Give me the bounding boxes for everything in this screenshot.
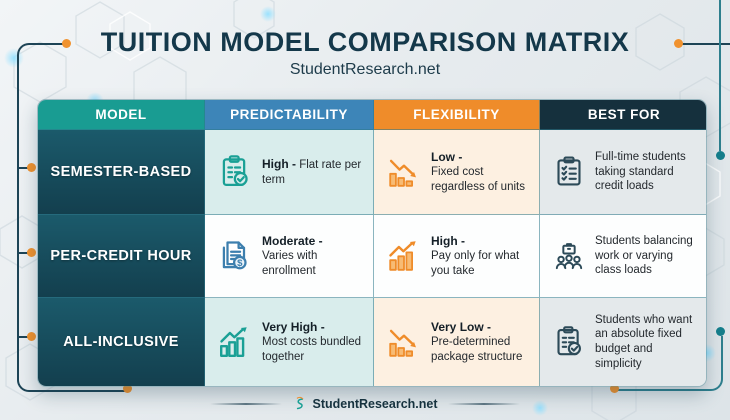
cell-text: High - Flat rate per term [262, 156, 362, 186]
brand-logo-icon [297, 396, 304, 410]
orange-node-dot [27, 163, 36, 172]
circuit-stub [19, 167, 30, 169]
clipboard-check-icon [222, 155, 248, 187]
cell-text: Very Low - Pre-determined package structu… [431, 319, 523, 363]
orange-node-dot [610, 384, 619, 393]
best-for-cell: Full-time students taking standard credi… [540, 130, 706, 215]
orange-node-dot [62, 39, 71, 48]
glow-dot [532, 400, 548, 416]
rising-chart-icon [389, 241, 416, 271]
flexibility-cell: Very Low - Pre-determined package structu… [374, 298, 540, 386]
circuit-line-top-right [682, 43, 730, 45]
cell-text: High - Pay only for what you take [431, 233, 520, 277]
column-header-flexibility: FLEXIBILITY [374, 100, 540, 130]
predictability-cell: Very High - Most costs bundled together [205, 298, 374, 386]
predictability-cell: $ Moderate - Varies with enrollment [205, 215, 374, 298]
flexibility-cell: High - Pay only for what you take [374, 215, 540, 298]
circuit-stub [19, 336, 30, 338]
orange-node-dot [123, 384, 132, 393]
column-header-best-for: BEST FOR [540, 100, 706, 130]
footer-brand-text: StudentResearch.net [312, 396, 438, 411]
circuit-line-bottom-left [17, 355, 129, 392]
column-header-predictability: PREDICTABILITY [205, 100, 374, 130]
circuit-line-bottom-right [618, 336, 723, 391]
rising-chart-icon [219, 327, 247, 358]
cell-text: Full-time students taking standard credi… [595, 150, 686, 193]
teal-node-dot [716, 327, 725, 336]
footer-rule-right [447, 402, 520, 405]
declining-chart-icon [389, 159, 416, 187]
page-subtitle: StudentResearch.net [289, 61, 441, 78]
circuit-line-right [719, 0, 721, 151]
flexibility-cell: Low - Fixed cost regardless of units [374, 130, 540, 215]
footer: StudentResearch.net [0, 396, 730, 411]
svg-text:$: $ [237, 258, 243, 269]
cell-text: Students who want an absolute fixed budg… [595, 313, 693, 370]
orange-node-dot [27, 248, 36, 257]
students-group-icon [555, 243, 583, 270]
checklist-icon [557, 156, 581, 186]
orange-node-dot [674, 39, 683, 48]
cell-text: Low - Fixed cost regardless of units [431, 149, 525, 193]
column-header-model: MODEL [38, 100, 205, 130]
cell-text: Moderate - Varies with enrollment [262, 233, 323, 277]
glow-dot [260, 6, 276, 22]
circuit-stub [19, 252, 30, 254]
best-for-cell: Students who want an absolute fixed budg… [540, 298, 706, 386]
invoice-dollar-icon: $ [222, 241, 247, 270]
model-cell-all-inclusive: ALL-INCLUSIVE [38, 298, 205, 386]
predictability-cell: High - Flat rate per term [205, 130, 374, 215]
orange-node-dot [27, 332, 36, 341]
cell-text: Students balancing work or varying class… [595, 234, 693, 277]
page-title: TUITION MODEL COMPARISON MATRIX [100, 27, 630, 57]
model-cell-semester-based: SEMESTER-BASED [38, 130, 205, 215]
teal-node-dot [716, 151, 725, 160]
declining-chart-icon [389, 329, 416, 357]
comparison-table: MODEL PREDICTABILITY FLEXIBILITY BEST FO… [37, 99, 707, 387]
best-for-cell: Students balancing work or varying class… [540, 215, 706, 298]
cell-text: Very High - Most costs bundled together [262, 319, 362, 363]
model-cell-per-credit-hour: PER-CREDIT HOUR [38, 215, 205, 298]
clipboard-check-icon [557, 326, 581, 356]
footer-rule-left [210, 402, 283, 405]
footer-brand: StudentResearch.net [292, 396, 438, 411]
circuit-line-left [17, 43, 69, 360]
